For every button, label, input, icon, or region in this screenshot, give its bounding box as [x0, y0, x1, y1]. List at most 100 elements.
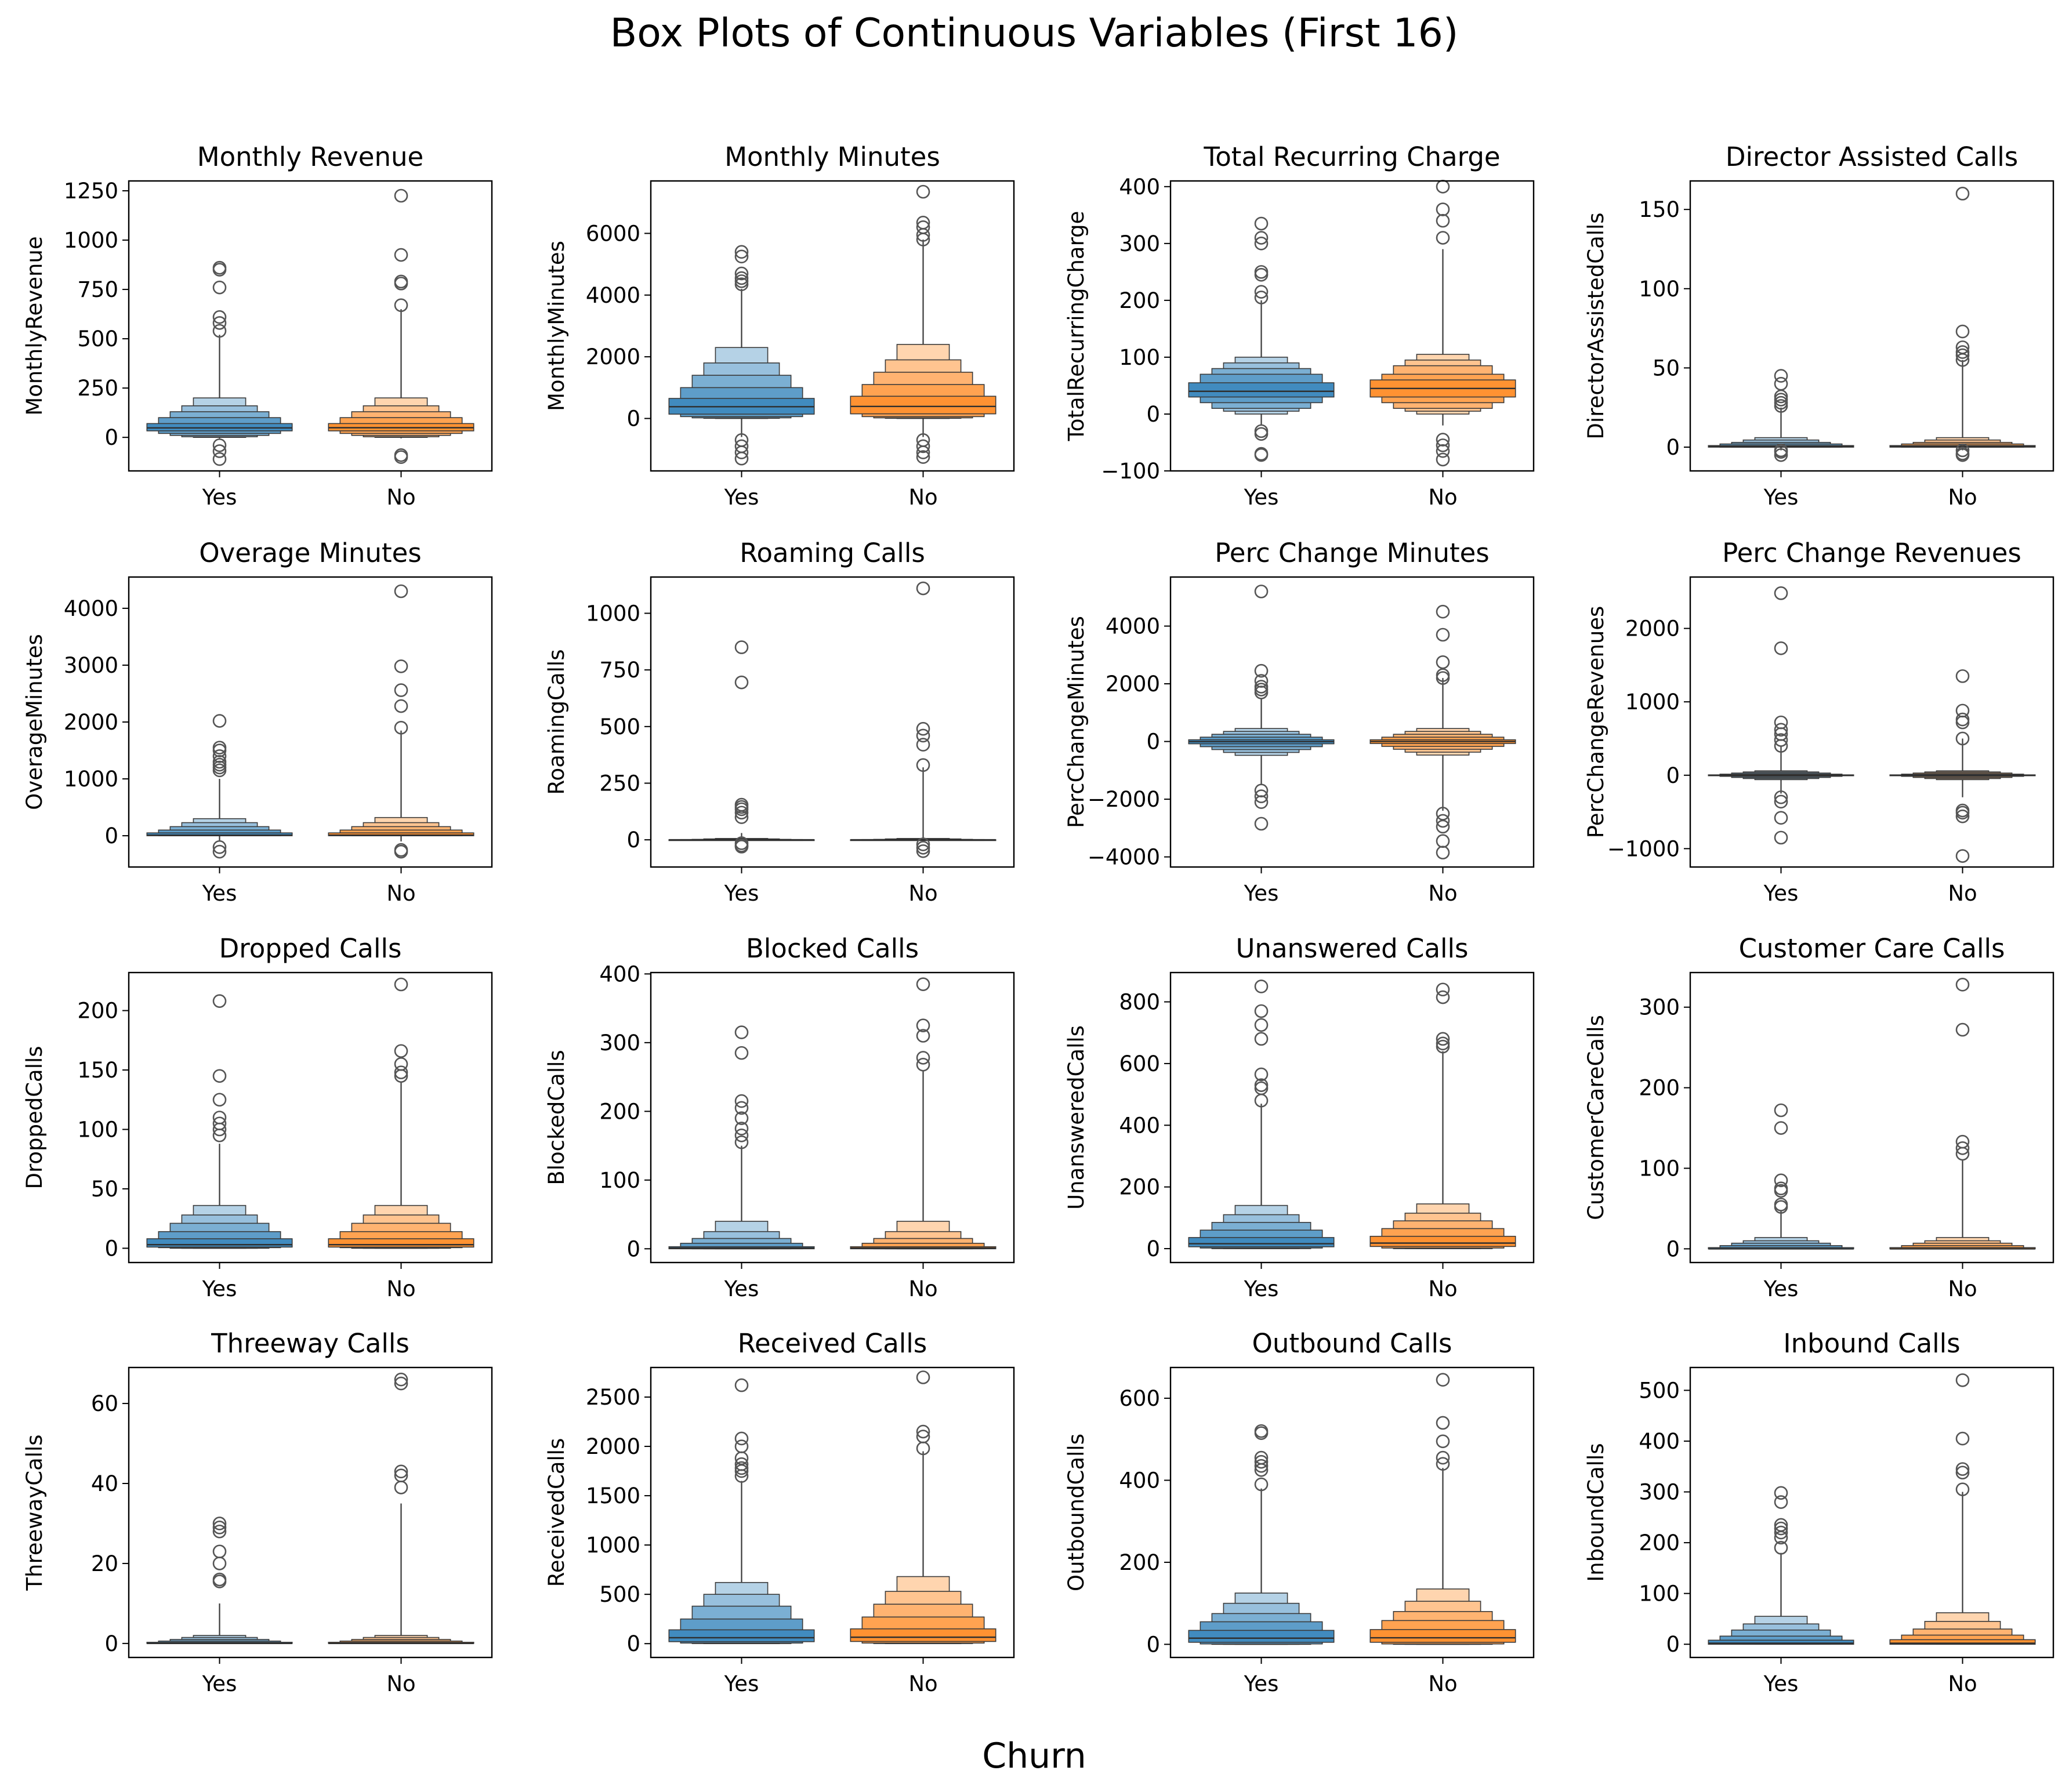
series-no — [850, 977, 997, 1250]
outlier-point — [734, 245, 749, 259]
y-tick-label: 2000 — [586, 344, 640, 369]
boxen-box — [850, 1628, 997, 1642]
outlier-point — [1955, 806, 1970, 820]
outlier-point — [1955, 669, 1970, 683]
y-axis-label: OverageMinutes — [22, 634, 47, 810]
y-tick-label: 200 — [1119, 1550, 1160, 1575]
outlier-point — [1955, 731, 1970, 746]
outlier-point — [1774, 1121, 1788, 1135]
y-tick-label: 1500 — [586, 1483, 640, 1508]
outlier-point — [212, 1093, 227, 1107]
outlier-point — [1436, 1450, 1450, 1465]
outlier-point — [916, 758, 930, 772]
x-tick-label: No — [908, 1671, 937, 1696]
outlier-point — [1436, 990, 1450, 1004]
y-tick-label: 400 — [1119, 1113, 1160, 1138]
outlier-point — [734, 806, 749, 820]
outlier-point — [1955, 978, 1970, 992]
outlier-point — [916, 844, 930, 858]
outlier-point — [734, 266, 749, 281]
outlier-point — [1254, 1463, 1269, 1477]
outlier-point — [916, 738, 930, 752]
y-tick-label: 100 — [1119, 345, 1160, 370]
axes-frame — [1689, 576, 2054, 868]
outlier-point — [1955, 345, 1970, 359]
axes-frame — [650, 180, 1015, 472]
x-tick-label: Yes — [202, 1671, 237, 1696]
outlier-point — [1774, 586, 1788, 600]
outlier-point — [734, 1378, 749, 1392]
outlier-point — [1774, 811, 1788, 825]
y-tick-label: 100 — [1639, 277, 1680, 302]
outlier-point — [1254, 1081, 1269, 1095]
y-axis-label: RoamingCalls — [544, 650, 569, 795]
subplot-title: Dropped Calls — [219, 933, 402, 964]
boxen-box — [850, 396, 997, 415]
outlier-point — [212, 438, 227, 452]
x-tick-label: No — [1428, 1276, 1457, 1301]
y-tick-label: 0 — [626, 1236, 640, 1261]
y-axis-label: TotalRecurringCharge — [1064, 211, 1089, 442]
y-tick-label: 0 — [1146, 730, 1160, 754]
y-tick-label: 200 — [1639, 1530, 1680, 1555]
outlier-point — [212, 994, 227, 1008]
boxen-box — [1188, 1237, 1335, 1247]
outlier-point — [1254, 1093, 1269, 1108]
series-yes — [1708, 369, 1854, 462]
outlier-point — [1774, 1541, 1788, 1555]
outlier-point — [394, 1065, 408, 1079]
y-tick-label: 750 — [599, 658, 640, 683]
y-tick-label: 0 — [1666, 763, 1680, 788]
x-tick-label: No — [386, 881, 415, 906]
y-tick-label: 500 — [599, 714, 640, 739]
outlier-point — [1955, 1465, 1970, 1480]
subplot-DroppedCalls: Dropped Calls DroppedCalls 0 50 100 150 200 Yes… — [22, 933, 493, 1301]
series-yes — [1708, 1103, 1854, 1250]
outlier-point — [734, 840, 749, 854]
outlier-point — [734, 1464, 749, 1478]
x-tick-label: No — [1948, 1671, 1977, 1696]
outlier-point — [916, 840, 930, 855]
outlier-point — [916, 1051, 930, 1065]
x-tick-label: Yes — [1763, 881, 1799, 906]
y-tick-label: 1000 — [64, 228, 118, 253]
outlier-point — [1436, 1416, 1450, 1430]
y-tick-label: 0 — [104, 1236, 118, 1261]
outlier-point — [394, 450, 408, 464]
series-yes — [146, 714, 293, 859]
suptitle: Box Plots of Continuous Variables (First… — [610, 10, 1459, 56]
series-no — [328, 584, 474, 859]
y-tick-label: −4000 — [1088, 845, 1160, 870]
subplot-InboundCalls: Inbound Calls InboundCalls 0 100 200 300 400 50… — [1584, 1328, 2054, 1696]
y-tick-label: 1250 — [64, 179, 118, 204]
outlier-point — [1254, 1477, 1269, 1492]
outlier-point — [394, 1069, 408, 1083]
y-tick-label: 6000 — [586, 221, 640, 246]
outlier-point — [212, 280, 227, 295]
axes-frame — [1689, 971, 2054, 1264]
y-tick-label: 500 — [599, 1582, 640, 1607]
x-tick-label: No — [1428, 881, 1457, 906]
outlier-point — [1436, 655, 1450, 669]
outlier-point — [1774, 1530, 1788, 1545]
axes-frame — [650, 971, 1015, 1264]
y-tick-label: 3000 — [64, 653, 118, 678]
subplot-title: Threeway Calls — [211, 1328, 410, 1359]
x-tick-label: No — [1428, 485, 1457, 510]
outlier-point — [212, 1524, 227, 1539]
outlier-point — [734, 1046, 749, 1060]
outlier-point — [1774, 445, 1788, 459]
y-tick-label: 300 — [1639, 995, 1680, 1020]
outlier-point — [1436, 834, 1450, 848]
outlier-point — [212, 1575, 227, 1588]
series-yes — [146, 994, 293, 1249]
outlier-point — [212, 1128, 227, 1142]
series-yes — [1188, 585, 1335, 831]
outlier-point — [734, 451, 749, 466]
subplot-title: Outbound Calls — [1252, 1328, 1452, 1359]
outlier-point — [1436, 1032, 1450, 1046]
x-tick-label: No — [908, 485, 937, 510]
y-tick-label: 0 — [104, 824, 118, 848]
subplot-BlockedCalls: Blocked Calls BlockedCalls 0 100 200 300 400 Ye… — [544, 933, 1015, 1301]
outlier-point — [394, 1464, 408, 1479]
